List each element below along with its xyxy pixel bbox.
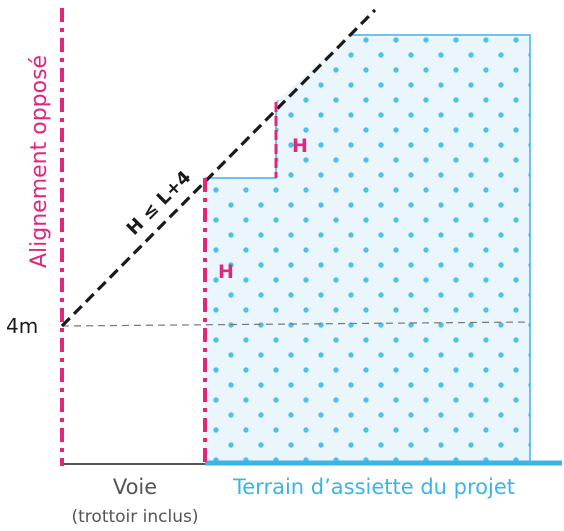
h-upper-label: H	[292, 135, 308, 157]
four-m-label: 4m	[6, 314, 38, 338]
h-lower-label: H	[218, 261, 234, 283]
voie-label: Voie	[113, 475, 157, 499]
prospect-line	[60, 8, 377, 328]
terrain-label: Terrain d’assiette du projet	[232, 475, 515, 499]
alignement-label: Alignement opposé	[27, 55, 52, 268]
trottoir-label: (trottoir inclus)	[72, 507, 199, 527]
building-outline-right	[350, 34, 531, 462]
four-m-line	[61, 321, 531, 327]
building-dots	[205, 35, 530, 462]
building-outline	[205, 102, 277, 179]
